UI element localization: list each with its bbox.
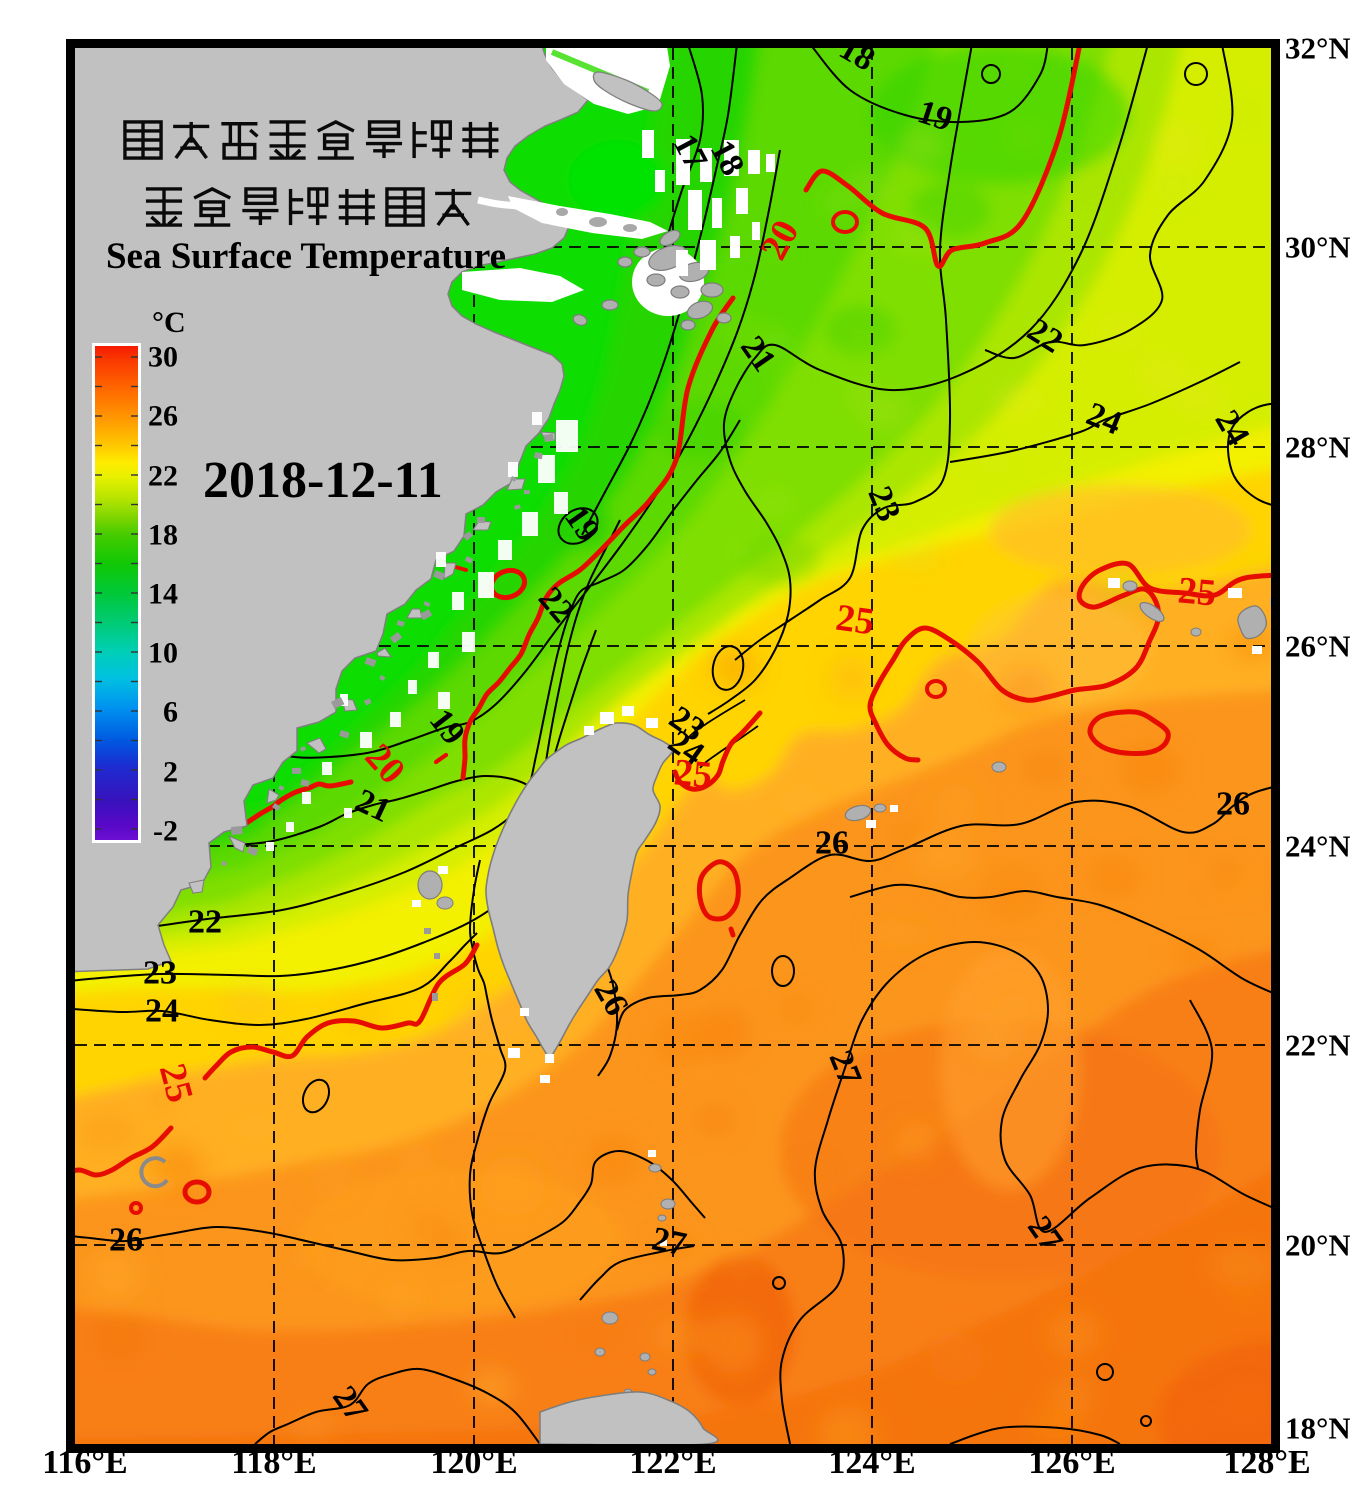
svg-text:10: 10 xyxy=(148,637,178,670)
svg-text:30: 30 xyxy=(148,341,178,374)
svg-text:26: 26 xyxy=(109,1222,143,1259)
svg-text:27: 27 xyxy=(649,1220,690,1263)
svg-text:24: 24 xyxy=(145,993,179,1030)
svg-text:124°E: 124°E xyxy=(828,1444,915,1481)
svg-text:26°N: 26°N xyxy=(1285,629,1350,664)
svg-text:26: 26 xyxy=(815,825,849,862)
svg-text:118°E: 118°E xyxy=(231,1444,316,1481)
svg-text:22: 22 xyxy=(148,460,178,493)
svg-text:122°E: 122°E xyxy=(629,1444,716,1481)
svg-text:14: 14 xyxy=(148,578,178,611)
svg-text:22°N: 22°N xyxy=(1285,1028,1350,1063)
svg-text:128°E: 128°E xyxy=(1223,1444,1310,1481)
svg-text:20°N: 20°N xyxy=(1285,1228,1350,1263)
svg-text:26: 26 xyxy=(1216,786,1250,823)
svg-text:24°N: 24°N xyxy=(1285,829,1350,864)
svg-text:18°N: 18°N xyxy=(1285,1411,1350,1446)
svg-text:28°N: 28°N xyxy=(1285,430,1350,465)
svg-text:120°E: 120°E xyxy=(430,1444,517,1481)
svg-text:116°E: 116°E xyxy=(42,1444,127,1481)
svg-text:23: 23 xyxy=(143,955,177,992)
svg-text:22: 22 xyxy=(188,904,222,941)
svg-text:Sea Surface Temperature: Sea Surface Temperature xyxy=(106,236,506,277)
svg-text:32°N: 32°N xyxy=(1285,31,1350,66)
svg-text:26: 26 xyxy=(148,400,178,433)
svg-text:6: 6 xyxy=(163,696,178,729)
svg-text:2: 2 xyxy=(163,756,178,789)
svg-text:30°N: 30°N xyxy=(1285,230,1350,265)
svg-text:18: 18 xyxy=(148,519,178,552)
svg-text:2018-12-11: 2018-12-11 xyxy=(203,452,443,509)
svg-text:25: 25 xyxy=(672,751,714,796)
svg-text:25: 25 xyxy=(833,597,876,644)
svg-text:°C: °C xyxy=(152,306,186,339)
svg-text:-2: -2 xyxy=(153,815,178,848)
svg-text:25: 25 xyxy=(1176,569,1218,614)
svg-text:126°E: 126°E xyxy=(1028,1444,1115,1481)
